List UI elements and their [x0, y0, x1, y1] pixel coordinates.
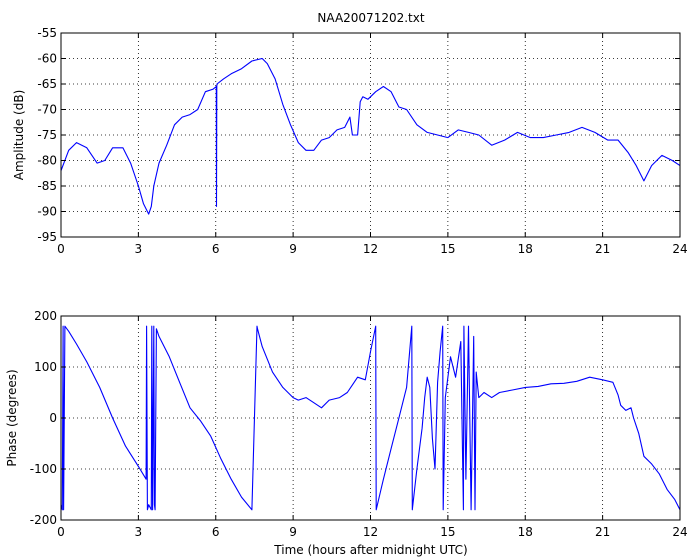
amplitude-x-tick-label: 15: [440, 242, 455, 256]
amplitude-axes: NAA20071202.txt 0 3 6 9 12 15 18 21 24 -95 -90 -85 -…: [12, 11, 688, 256]
phase-y-axis-label: Phase (degrees): [5, 369, 19, 466]
phase-x-tick-label: 0: [57, 525, 65, 539]
phase-y-tick-label: -200: [30, 513, 57, 527]
phase-y-tick-label: 100: [34, 360, 57, 374]
amplitude-y-tick-label: -75: [37, 128, 57, 142]
amplitude-x-tick-label: 24: [672, 242, 687, 256]
amplitude-x-tick-label: 21: [595, 242, 610, 256]
amplitude-y-tick-label: -70: [37, 103, 57, 117]
phase-y-tick-label: 200: [34, 309, 57, 323]
phase-x-axis-label: Time (hours after midnight UTC): [273, 543, 467, 557]
phase-y-tick-label: 0: [49, 411, 57, 425]
amplitude-x-tick-label: 9: [289, 242, 297, 256]
amplitude-x-tick-label: 3: [135, 242, 143, 256]
amplitude-y-tick-label: -90: [37, 205, 57, 219]
phase-x-tick-label: 3: [135, 525, 143, 539]
amplitude-y-tick-label: -85: [37, 179, 57, 193]
amplitude-y-tick-label: -80: [37, 154, 57, 168]
amplitude-y-tick-label: -65: [37, 77, 57, 91]
phase-x-tick-label: 18: [518, 525, 533, 539]
phase-series-line: [60, 325, 681, 511]
amplitude-plot-title: NAA20071202.txt: [317, 11, 424, 25]
phase-x-tick-label: 24: [672, 525, 687, 539]
amplitude-x-tick-label: 6: [212, 242, 220, 256]
phase-ticks: 0 3 6 9 12 15 18 21 24 -200 -100 0 100 200: [30, 309, 688, 539]
amplitude-x-tick-label: 18: [518, 242, 533, 256]
amplitude-ticks: 0 3 6 9 12 15 18 21 24 -95 -90 -85 -80 -75 -70 -65 -60 -5…: [37, 26, 687, 256]
amplitude-x-tick-label: 0: [57, 242, 65, 256]
phase-axes: 0 3 6 9 12 15 18 21 24 -200 -100 0 100 200 Phase (deg…: [5, 309, 688, 557]
amplitude-y-tick-label: -55: [37, 26, 57, 40]
phase-x-tick-label: 9: [289, 525, 297, 539]
amplitude-y-tick-label: -95: [37, 230, 57, 244]
phase-y-tick-label: -100: [30, 462, 57, 476]
phase-x-tick-label: 12: [363, 525, 378, 539]
amplitude-series-line: [60, 57, 681, 215]
amplitude-x-tick-label: 12: [363, 242, 378, 256]
phase-x-tick-label: 6: [212, 525, 220, 539]
phase-x-tick-label: 21: [595, 525, 610, 539]
amplitude-y-tick-label: -60: [37, 52, 57, 66]
phase-x-tick-label: 15: [440, 525, 455, 539]
amplitude-y-axis-label: Amplitude (dB): [12, 90, 26, 181]
